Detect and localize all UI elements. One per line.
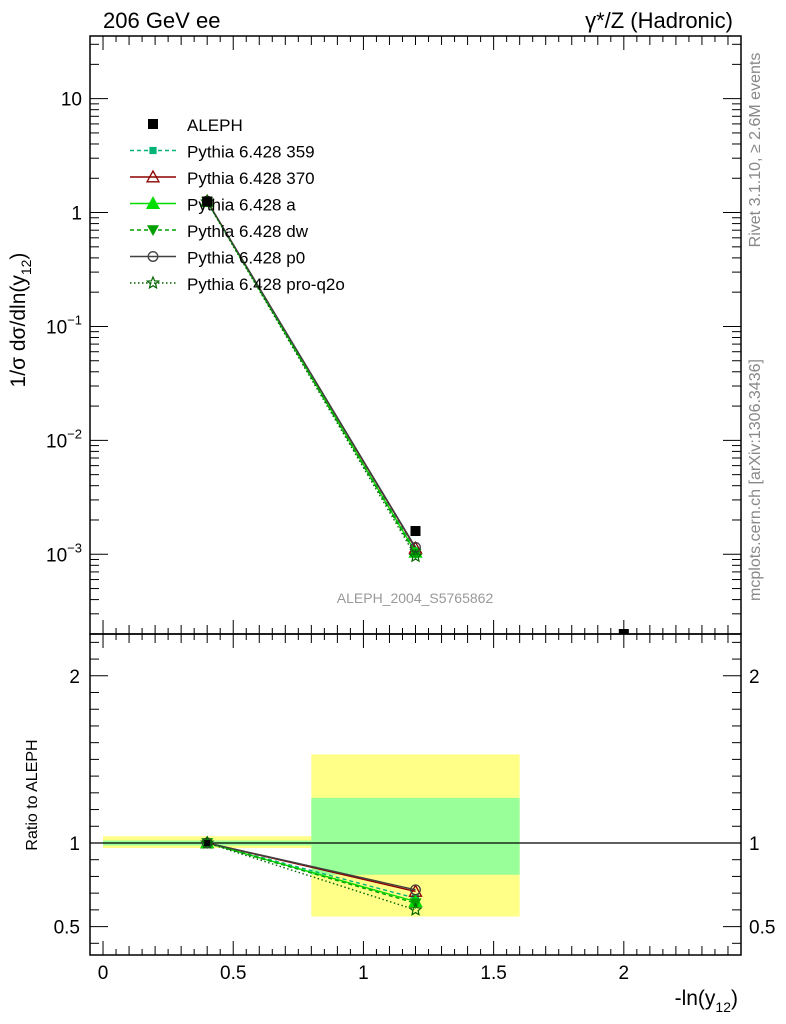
ratio-y-tick-label: 1 xyxy=(69,834,80,855)
series-line-4 xyxy=(206,200,417,548)
ratio-y-tick-label: 2 xyxy=(69,667,80,688)
main-y-tick-label: 10 xyxy=(61,90,82,111)
main-y-tick-label: 10−1 xyxy=(46,312,82,338)
ratio-series-line-5 xyxy=(206,842,416,911)
legend-label-3: Pythia 6.428 dw xyxy=(187,222,309,241)
marker-triangle-down xyxy=(147,225,159,236)
data-marker xyxy=(148,119,158,129)
main-y-axis-label: 1/σ dσ/dln(y12) xyxy=(7,253,34,388)
marker-star xyxy=(408,548,423,563)
series-line-5 xyxy=(206,201,417,557)
marker-circle xyxy=(147,251,159,262)
legend-label-data: ALEPH xyxy=(187,116,243,135)
ratio-y-tick-label-right: 2 xyxy=(749,667,760,688)
legend-label-4: Pythia 6.428 p0 xyxy=(187,249,305,268)
ratio-band-inner-1 xyxy=(311,797,520,875)
series-line-3 xyxy=(206,201,417,555)
data-marker xyxy=(410,884,421,896)
marker-circle xyxy=(410,884,421,896)
ratio-y-tick-label: 0.5 xyxy=(54,918,80,939)
legend-label-5: Pythia 6.428 pro-q2o xyxy=(187,275,345,294)
ratio-series-line-4 xyxy=(207,842,416,891)
data-marker xyxy=(410,526,421,537)
legend: ALEPH Pythia 6.428 359 Pythia 6.428 370 Pyt… xyxy=(130,116,345,294)
data-marker xyxy=(149,146,157,155)
legend-label-2: Pythia 6.428 a xyxy=(187,196,296,215)
main-y-tick-label: 10−3 xyxy=(46,540,82,566)
legend-label-0: Pythia 6.428 359 xyxy=(187,143,315,162)
marker-triangle xyxy=(145,196,161,209)
marker-square xyxy=(202,196,213,207)
marker-triangle xyxy=(145,169,161,183)
x-tick-label: 0.5 xyxy=(220,963,246,984)
data-marker xyxy=(408,902,423,916)
x-tick-label: 2 xyxy=(619,963,630,984)
header-left-label: 206 GeV ee xyxy=(103,8,220,33)
data-marker xyxy=(147,251,159,262)
marker-star xyxy=(145,275,161,290)
data-marker xyxy=(147,225,159,236)
marker-square xyxy=(149,146,157,155)
ratio-y-tick-label-right: 0.5 xyxy=(749,918,775,939)
ratio-y-tick-label-right: 1 xyxy=(749,834,760,855)
x-tick-label: 1.5 xyxy=(480,963,506,984)
marker-square xyxy=(204,839,211,846)
header-right-label: γ*/Z (Hadronic) xyxy=(585,8,733,33)
marker-square xyxy=(410,526,421,537)
data-marker xyxy=(202,196,213,207)
ratio-y-axis-label: Ratio to ALEPH xyxy=(24,739,41,850)
data-marker xyxy=(204,839,211,846)
data-marker xyxy=(145,196,161,209)
rivet-label: Rivet 3.1.10, ≥ 2.6M events xyxy=(747,53,764,248)
main-y-tick-label: 10−2 xyxy=(46,426,82,452)
analysis-label: ALEPH_2004_S5765862 xyxy=(337,590,494,606)
x-tick-label: 0 xyxy=(98,963,109,984)
marker-star xyxy=(408,902,423,916)
marker-square xyxy=(148,119,158,129)
x-tick-label: 1 xyxy=(358,963,369,984)
x-axis-label: -ln(y12) xyxy=(675,987,738,1015)
data-marker xyxy=(145,169,161,183)
data-marker xyxy=(145,275,161,290)
mcplots-label: mcplots.cern.ch [arXiv:1306.3436] xyxy=(747,359,764,601)
main-y-tick-label: 1 xyxy=(71,204,82,225)
ratio-series-line-3 xyxy=(206,842,416,904)
ratio-panel: 0 0.5 1 1.5 2 0.5 0.5 1 1 2 2 xyxy=(54,633,775,984)
data-marker xyxy=(408,548,423,563)
data-point-clipped xyxy=(618,629,629,634)
legend-label-1: Pythia 6.428 370 xyxy=(187,169,315,188)
